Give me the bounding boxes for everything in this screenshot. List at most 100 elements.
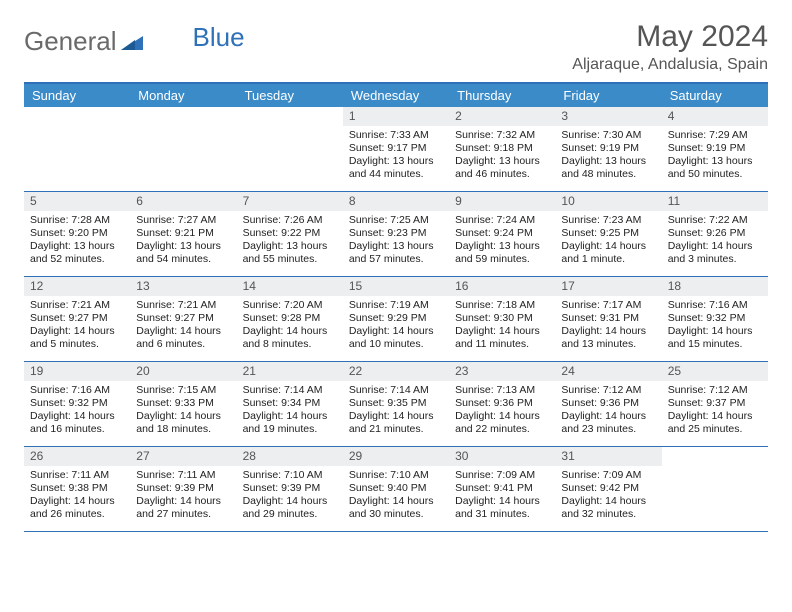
day-number: 30 [449,447,555,466]
day-body: Sunrise: 7:16 AMSunset: 9:32 PMDaylight:… [662,296,768,356]
day-body: Sunrise: 7:10 AMSunset: 9:40 PMDaylight:… [343,466,449,526]
day-body: Sunrise: 7:09 AMSunset: 9:42 PMDaylight:… [555,466,661,526]
weeks-container: 1Sunrise: 7:33 AMSunset: 9:17 PMDaylight… [24,107,768,532]
day-cell: 29Sunrise: 7:10 AMSunset: 9:40 PMDayligh… [343,447,449,531]
day-body: Sunrise: 7:18 AMSunset: 9:30 PMDaylight:… [449,296,555,356]
sunset-text: Sunset: 9:23 PM [349,227,443,240]
sunrise-text: Sunrise: 7:10 AM [349,469,443,482]
daylight-text: Daylight: 14 hours and 5 minutes. [30,325,124,351]
sunrise-text: Sunrise: 7:20 AM [243,299,337,312]
day-header: Wednesday [343,84,449,107]
day-number: 14 [237,277,343,296]
sunset-text: Sunset: 9:42 PM [561,482,655,495]
day-cell: 3Sunrise: 7:30 AMSunset: 9:19 PMDaylight… [555,107,661,191]
day-body: Sunrise: 7:26 AMSunset: 9:22 PMDaylight:… [237,211,343,271]
sunrise-text: Sunrise: 7:16 AM [668,299,762,312]
day-body: Sunrise: 7:16 AMSunset: 9:32 PMDaylight:… [24,381,130,441]
day-body: Sunrise: 7:11 AMSunset: 9:38 PMDaylight:… [24,466,130,526]
sunrise-text: Sunrise: 7:15 AM [136,384,230,397]
daylight-text: Daylight: 14 hours and 10 minutes. [349,325,443,351]
daylight-text: Daylight: 13 hours and 50 minutes. [668,155,762,181]
sunrise-text: Sunrise: 7:23 AM [561,214,655,227]
sunrise-text: Sunrise: 7:33 AM [349,129,443,142]
sunset-text: Sunset: 9:19 PM [668,142,762,155]
day-cell: 8Sunrise: 7:25 AMSunset: 9:23 PMDaylight… [343,192,449,276]
day-cell: 7Sunrise: 7:26 AMSunset: 9:22 PMDaylight… [237,192,343,276]
day-cell [130,107,236,191]
daylight-text: Daylight: 14 hours and 19 minutes. [243,410,337,436]
sunset-text: Sunset: 9:32 PM [668,312,762,325]
daylight-text: Daylight: 13 hours and 59 minutes. [455,240,549,266]
day-number: 31 [555,447,661,466]
day-body: Sunrise: 7:09 AMSunset: 9:41 PMDaylight:… [449,466,555,526]
day-body: Sunrise: 7:10 AMSunset: 9:39 PMDaylight:… [237,466,343,526]
day-cell: 25Sunrise: 7:12 AMSunset: 9:37 PMDayligh… [662,362,768,446]
daylight-text: Daylight: 14 hours and 15 minutes. [668,325,762,351]
sunset-text: Sunset: 9:41 PM [455,482,549,495]
day-number [24,107,130,111]
month-title: May 2024 [572,20,768,54]
day-body: Sunrise: 7:23 AMSunset: 9:25 PMDaylight:… [555,211,661,271]
day-body: Sunrise: 7:21 AMSunset: 9:27 PMDaylight:… [130,296,236,356]
day-number: 5 [24,192,130,211]
daylight-text: Daylight: 13 hours and 54 minutes. [136,240,230,266]
week-row: 26Sunrise: 7:11 AMSunset: 9:38 PMDayligh… [24,447,768,532]
daylight-text: Daylight: 13 hours and 52 minutes. [30,240,124,266]
sunrise-text: Sunrise: 7:11 AM [136,469,230,482]
sunset-text: Sunset: 9:40 PM [349,482,443,495]
day-number: 25 [662,362,768,381]
day-cell: 24Sunrise: 7:12 AMSunset: 9:36 PMDayligh… [555,362,661,446]
day-number: 13 [130,277,236,296]
day-number: 9 [449,192,555,211]
week-row: 19Sunrise: 7:16 AMSunset: 9:32 PMDayligh… [24,362,768,447]
sunset-text: Sunset: 9:39 PM [243,482,337,495]
daylight-text: Daylight: 14 hours and 11 minutes. [455,325,549,351]
sunrise-text: Sunrise: 7:27 AM [136,214,230,227]
header: General Blue May 2024 Aljaraque, Andalus… [24,20,768,74]
sunset-text: Sunset: 9:34 PM [243,397,337,410]
sunrise-text: Sunrise: 7:19 AM [349,299,443,312]
day-cell [237,107,343,191]
sunset-text: Sunset: 9:27 PM [30,312,124,325]
day-cell: 20Sunrise: 7:15 AMSunset: 9:33 PMDayligh… [130,362,236,446]
day-body: Sunrise: 7:29 AMSunset: 9:19 PMDaylight:… [662,126,768,186]
day-body: Sunrise: 7:12 AMSunset: 9:37 PMDaylight:… [662,381,768,441]
logo-text-1: General [24,26,117,57]
sunset-text: Sunset: 9:24 PM [455,227,549,240]
day-cell: 5Sunrise: 7:28 AMSunset: 9:20 PMDaylight… [24,192,130,276]
day-body: Sunrise: 7:20 AMSunset: 9:28 PMDaylight:… [237,296,343,356]
sunrise-text: Sunrise: 7:32 AM [455,129,549,142]
sunset-text: Sunset: 9:17 PM [349,142,443,155]
daylight-text: Daylight: 14 hours and 23 minutes. [561,410,655,436]
sunset-text: Sunset: 9:39 PM [136,482,230,495]
sunrise-text: Sunrise: 7:21 AM [30,299,124,312]
sunset-text: Sunset: 9:19 PM [561,142,655,155]
sunset-text: Sunset: 9:36 PM [455,397,549,410]
sunrise-text: Sunrise: 7:14 AM [349,384,443,397]
daylight-text: Daylight: 14 hours and 21 minutes. [349,410,443,436]
sunset-text: Sunset: 9:22 PM [243,227,337,240]
day-cell: 21Sunrise: 7:14 AMSunset: 9:34 PMDayligh… [237,362,343,446]
sunset-text: Sunset: 9:35 PM [349,397,443,410]
sunrise-text: Sunrise: 7:12 AM [561,384,655,397]
day-number: 11 [662,192,768,211]
daylight-text: Daylight: 14 hours and 8 minutes. [243,325,337,351]
day-body: Sunrise: 7:17 AMSunset: 9:31 PMDaylight:… [555,296,661,356]
sunset-text: Sunset: 9:20 PM [30,227,124,240]
day-number: 26 [24,447,130,466]
daylight-text: Daylight: 14 hours and 25 minutes. [668,410,762,436]
day-body: Sunrise: 7:28 AMSunset: 9:20 PMDaylight:… [24,211,130,271]
day-number: 22 [343,362,449,381]
day-number: 28 [237,447,343,466]
daylight-text: Daylight: 14 hours and 29 minutes. [243,495,337,521]
daylight-text: Daylight: 14 hours and 22 minutes. [455,410,549,436]
sunrise-text: Sunrise: 7:26 AM [243,214,337,227]
sunrise-text: Sunrise: 7:22 AM [668,214,762,227]
day-body: Sunrise: 7:27 AMSunset: 9:21 PMDaylight:… [130,211,236,271]
sunrise-text: Sunrise: 7:11 AM [30,469,124,482]
daylight-text: Daylight: 14 hours and 26 minutes. [30,495,124,521]
sunrise-text: Sunrise: 7:28 AM [30,214,124,227]
day-header: Friday [555,84,661,107]
day-body: Sunrise: 7:25 AMSunset: 9:23 PMDaylight:… [343,211,449,271]
day-number: 6 [130,192,236,211]
